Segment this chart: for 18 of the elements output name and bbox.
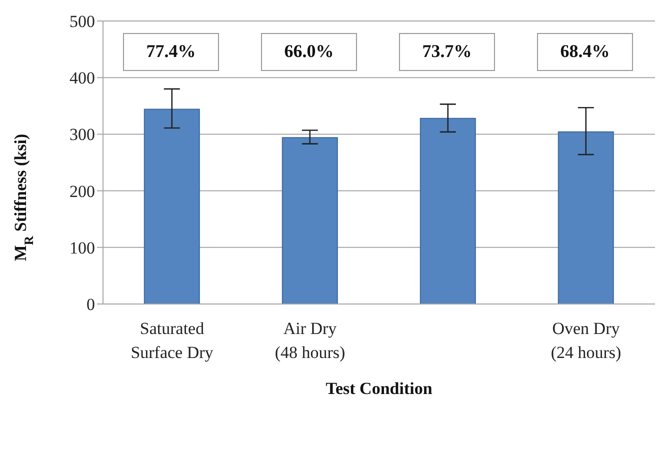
bar bbox=[558, 131, 614, 304]
bar bbox=[282, 137, 338, 304]
annotation: 77.4% bbox=[123, 32, 219, 71]
annotation: 73.7% bbox=[399, 32, 495, 71]
annotation: 68.4% bbox=[537, 32, 633, 71]
bar bbox=[144, 108, 200, 304]
y-tick-label: 100 bbox=[70, 238, 95, 258]
bar bbox=[420, 118, 476, 304]
x-tick-label: Oven Dry (24 hours) bbox=[550, 319, 622, 362]
y-tick-label: 300 bbox=[70, 125, 95, 144]
y-tick-label: 200 bbox=[70, 182, 95, 201]
x-tick-label: Air Dry (48 hours) bbox=[274, 319, 346, 362]
y-tick-label: 400 bbox=[70, 68, 95, 88]
x-axis-title: Test Condition bbox=[326, 379, 433, 398]
x-tick-label: Saturated Surface Dry bbox=[130, 319, 214, 362]
y-tick-label: 0 bbox=[86, 295, 95, 314]
annotation: 66.0% bbox=[261, 32, 357, 71]
y-tick-label: 500 bbox=[70, 12, 95, 32]
